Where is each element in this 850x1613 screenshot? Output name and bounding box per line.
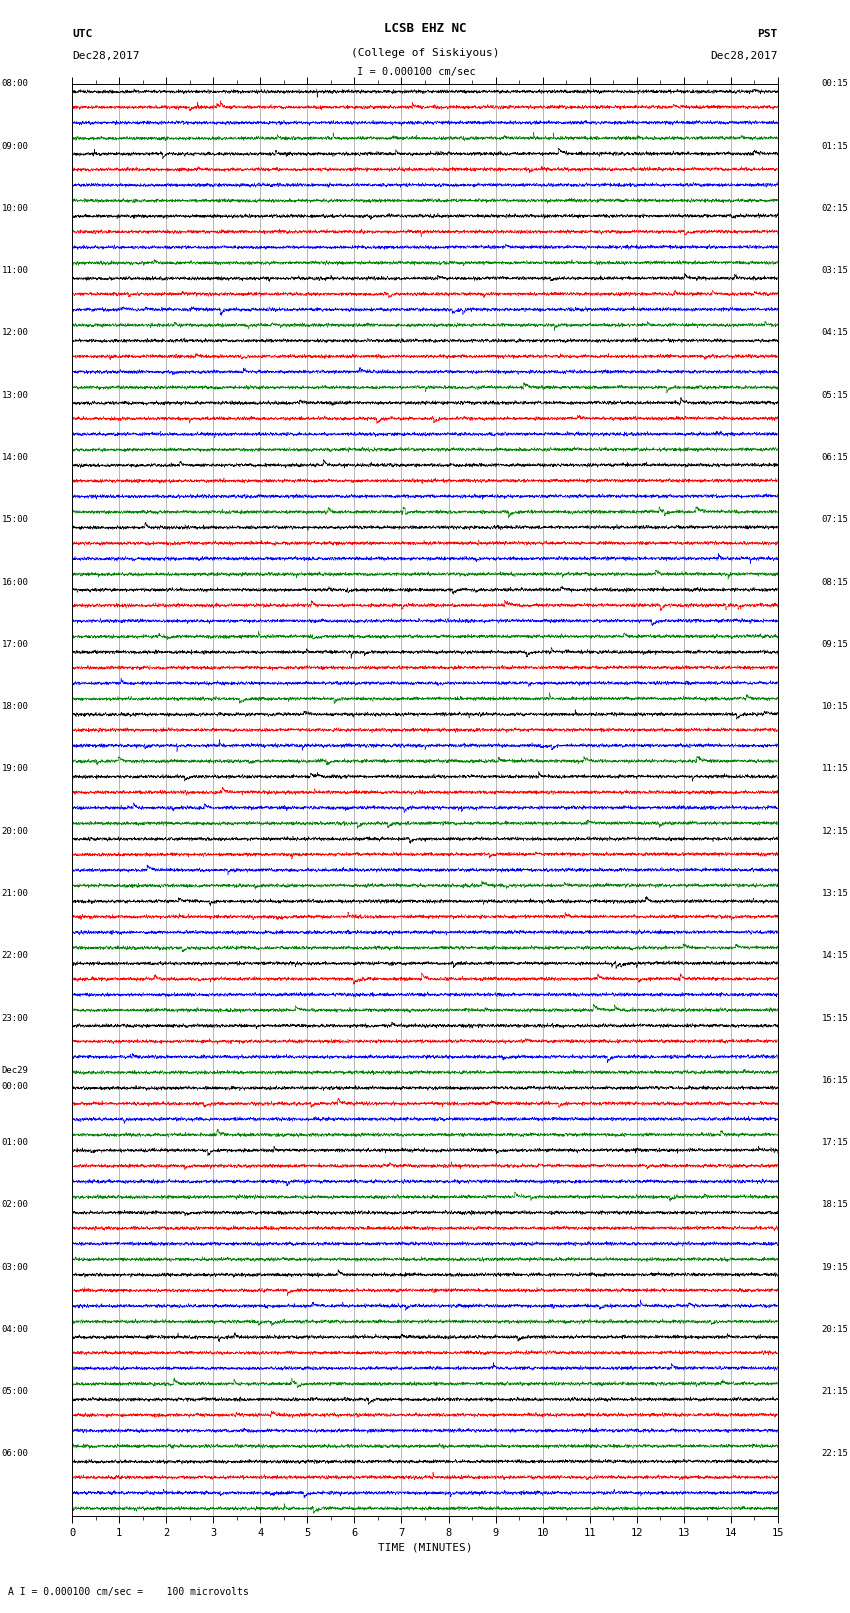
Text: 05:15: 05:15 <box>821 390 848 400</box>
Text: I = 0.000100 cm/sec: I = 0.000100 cm/sec <box>357 68 476 77</box>
Text: 10:00: 10:00 <box>2 203 29 213</box>
Text: 16:00: 16:00 <box>2 577 29 587</box>
Text: A I = 0.000100 cm/sec =    100 microvolts: A I = 0.000100 cm/sec = 100 microvolts <box>8 1587 249 1597</box>
Text: 00:15: 00:15 <box>821 79 848 89</box>
Text: Dec28,2017: Dec28,2017 <box>72 52 139 61</box>
Text: 10:15: 10:15 <box>821 702 848 711</box>
Text: 17:00: 17:00 <box>2 640 29 648</box>
Text: LCSB EHZ NC: LCSB EHZ NC <box>383 23 467 35</box>
Text: 01:15: 01:15 <box>821 142 848 150</box>
Text: 08:15: 08:15 <box>821 577 848 587</box>
Text: 21:00: 21:00 <box>2 889 29 898</box>
Text: 00:00: 00:00 <box>2 1082 29 1090</box>
Text: Dec29: Dec29 <box>2 1066 29 1076</box>
Text: 09:00: 09:00 <box>2 142 29 150</box>
Text: 06:00: 06:00 <box>2 1450 29 1458</box>
Text: 12:00: 12:00 <box>2 329 29 337</box>
Text: (College of Siskiyous): (College of Siskiyous) <box>351 48 499 58</box>
Text: 04:00: 04:00 <box>2 1324 29 1334</box>
Text: 16:15: 16:15 <box>821 1076 848 1086</box>
Text: UTC: UTC <box>72 29 93 39</box>
Text: 15:00: 15:00 <box>2 515 29 524</box>
Text: 13:00: 13:00 <box>2 390 29 400</box>
Text: 22:00: 22:00 <box>2 952 29 960</box>
X-axis label: TIME (MINUTES): TIME (MINUTES) <box>377 1542 473 1552</box>
Text: 19:00: 19:00 <box>2 765 29 773</box>
Text: 13:15: 13:15 <box>821 889 848 898</box>
Text: 03:15: 03:15 <box>821 266 848 276</box>
Text: 11:00: 11:00 <box>2 266 29 276</box>
Text: 02:00: 02:00 <box>2 1200 29 1210</box>
Text: 19:15: 19:15 <box>821 1263 848 1271</box>
Text: 20:15: 20:15 <box>821 1324 848 1334</box>
Text: 22:15: 22:15 <box>821 1450 848 1458</box>
Text: 02:15: 02:15 <box>821 203 848 213</box>
Text: 21:15: 21:15 <box>821 1387 848 1397</box>
Text: 08:00: 08:00 <box>2 79 29 89</box>
Text: 07:15: 07:15 <box>821 515 848 524</box>
Text: 06:15: 06:15 <box>821 453 848 461</box>
Text: Dec28,2017: Dec28,2017 <box>711 52 778 61</box>
Text: 23:00: 23:00 <box>2 1013 29 1023</box>
Text: 05:00: 05:00 <box>2 1387 29 1397</box>
Text: 03:00: 03:00 <box>2 1263 29 1271</box>
Text: 18:00: 18:00 <box>2 702 29 711</box>
Text: 14:15: 14:15 <box>821 952 848 960</box>
Text: 12:15: 12:15 <box>821 827 848 836</box>
Text: 01:00: 01:00 <box>2 1139 29 1147</box>
Text: 14:00: 14:00 <box>2 453 29 461</box>
Text: PST: PST <box>757 29 778 39</box>
Text: 18:15: 18:15 <box>821 1200 848 1210</box>
Text: 04:15: 04:15 <box>821 329 848 337</box>
Text: 15:15: 15:15 <box>821 1013 848 1023</box>
Text: 11:15: 11:15 <box>821 765 848 773</box>
Text: 09:15: 09:15 <box>821 640 848 648</box>
Text: 17:15: 17:15 <box>821 1139 848 1147</box>
Text: 20:00: 20:00 <box>2 827 29 836</box>
